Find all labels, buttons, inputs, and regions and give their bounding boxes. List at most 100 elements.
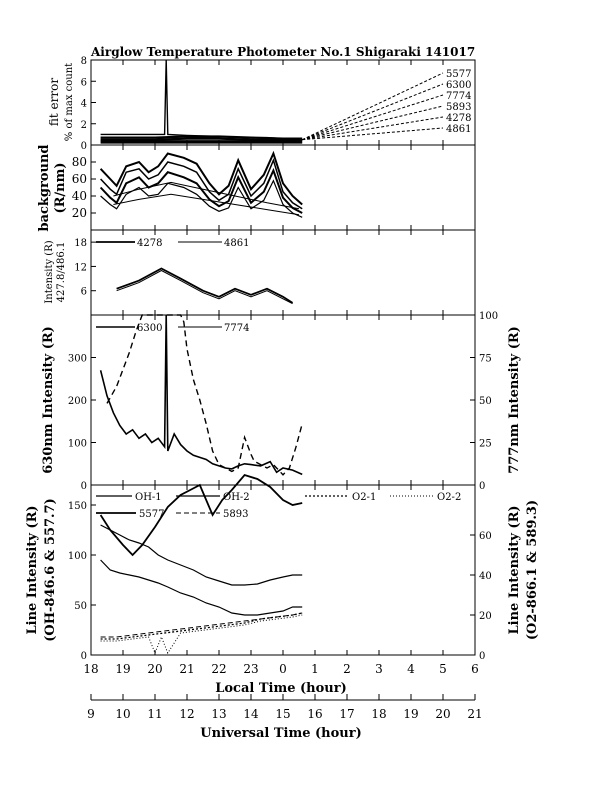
line-ylabel-right-1: Line Intensity (R): [507, 505, 522, 634]
y-tick-label: 150: [68, 501, 87, 512]
local-time-tick-label: 5: [439, 662, 447, 676]
y-tick-label: 4: [81, 99, 87, 110]
y-tick-label: 8: [81, 56, 87, 67]
fit-leader-4278: [302, 116, 444, 141]
int-ylabel-2: 427.8/486.1: [56, 242, 67, 303]
fit-ylabel-1: fit error: [47, 78, 61, 126]
series-bg-line: [100, 179, 303, 218]
local-time-tick-label: 19: [115, 662, 130, 676]
line-ylabel-left-2: (OH-846.6 & 557.7): [43, 498, 58, 642]
y-tick-label: 12: [74, 262, 87, 273]
fit-leader-6300: [302, 83, 444, 141]
series-bg-line: [113, 193, 300, 216]
fit-label-7774: 7774: [446, 91, 471, 102]
y-tick-label: 60: [479, 531, 492, 542]
local-time-tick-label: 2: [343, 662, 351, 676]
y-tick-label: 50: [74, 601, 87, 612]
legend-5577-label: 5577: [139, 509, 164, 520]
y-tick-label: 100: [68, 439, 87, 450]
y-tick-label: 0: [81, 651, 87, 662]
series-fit-6300: [100, 135, 303, 140]
local-time-tick-label: 23: [243, 662, 258, 676]
series-int-4278: [116, 267, 294, 304]
ut-tick-label: 10: [115, 707, 130, 721]
series-line-oh-1: [100, 524, 303, 586]
ut-tick-label: 12: [179, 707, 194, 721]
local-time-tick-label: 22: [211, 662, 226, 676]
series-line-5893: [100, 612, 303, 638]
y-tick-label: 60: [72, 172, 87, 186]
ut-tick-label: 11: [147, 707, 162, 721]
ut-tick-label: 20: [435, 707, 450, 721]
local-time-tick-label: 21: [179, 662, 194, 676]
y-tick-label: 100: [479, 311, 498, 322]
bg-ylabel-1: background: [37, 144, 52, 231]
ut-tick-label: 17: [339, 707, 354, 721]
legend-oh-2-label: OH-2: [223, 492, 250, 503]
fit-label-6300: 6300: [446, 80, 471, 91]
y-tick-label: 20: [479, 611, 492, 622]
ut-tick-label: 16: [307, 707, 322, 721]
y-tick-label: 0: [81, 481, 87, 492]
y-tick-label: 6: [81, 77, 87, 88]
ut-tick-label: 13: [211, 707, 226, 721]
y-tick-label: 18: [74, 238, 87, 249]
fit-label-4278: 4278: [446, 113, 471, 124]
y-tick-label: 0: [81, 141, 87, 152]
series-line-oh-2: [100, 559, 303, 616]
ut-tick-label: 15: [275, 707, 290, 721]
series-fit-5577: [100, 59, 303, 141]
universal-time-label: Universal Time (hour): [200, 726, 362, 741]
tick-layer: 18 19 20 21 22 23 0 1 2 3 4 5 69 10 11 12 13 14 15 16 17 18 19…: [68, 56, 498, 721]
local-time-label: Local Time (hour): [215, 681, 347, 696]
legend-7774-label: 7774: [224, 323, 249, 334]
ut-tick-label: 19: [403, 707, 418, 721]
fit-ylabel-2: % of max count: [64, 63, 75, 141]
series-int-4861: [116, 269, 293, 305]
legend-4278-label: 4278: [137, 238, 162, 249]
chart-title: Airglow Temperature Photometer No.1 Shig…: [90, 45, 475, 59]
series-bg-line: [113, 181, 300, 210]
ut-tick-label: 14: [243, 707, 259, 721]
series-line-o2-1: [100, 612, 303, 640]
y-tick-label: 25: [479, 439, 492, 450]
red-ylabel-right: 777nm Intensity (R): [507, 326, 522, 474]
line-ylabel-left-1: Line Intensity (R): [25, 505, 40, 634]
y-tick-label: 6: [81, 287, 87, 298]
series-line-o2-2: [100, 614, 303, 655]
ut-tick-label: 18: [371, 707, 386, 721]
y-tick-label: 80: [72, 155, 87, 169]
series-line-5577: [99, 473, 303, 557]
fit-leader-4861: [302, 127, 444, 141]
series-red-7774: [106, 314, 303, 476]
y-tick-label: 0: [479, 481, 485, 492]
ut-tick-label: 21: [467, 707, 482, 721]
y-tick-label: 20: [72, 206, 87, 220]
series-layer: [99, 59, 444, 655]
series-fit-7774: [100, 137, 303, 141]
series-red-6300: [99, 314, 303, 476]
y-tick-label: 40: [72, 189, 87, 203]
series-bg-line: [100, 158, 303, 210]
fit-leader-7774: [302, 94, 444, 141]
fit-leader-5893: [302, 105, 444, 141]
legend-o2-1-label: O2-1: [352, 492, 376, 503]
y-tick-label: 300: [68, 354, 87, 365]
red-ylabel-left: 630nm Intensity (R): [41, 326, 56, 474]
local-time-tick-label: 18: [83, 662, 98, 676]
y-tick-label: 50: [479, 396, 492, 407]
local-time-tick-label: 4: [407, 662, 415, 676]
local-time-tick-label: 1: [311, 662, 319, 676]
y-tick-label: 200: [68, 396, 87, 407]
fit-label-4861: 4861: [446, 124, 471, 135]
bg-ylabel-2: (R/nm): [53, 162, 68, 213]
legend-5893-label: 5893: [223, 509, 248, 520]
panel-fit-frame: [90, 59, 476, 146]
fit-label-5893: 5893: [446, 102, 471, 113]
y-tick-label: 40: [479, 571, 492, 582]
y-tick-label: 100: [68, 551, 87, 562]
series-bg-line: [99, 150, 303, 206]
fit-leader-5577: [301, 72, 444, 141]
ut-tick-label: 9: [87, 707, 95, 721]
